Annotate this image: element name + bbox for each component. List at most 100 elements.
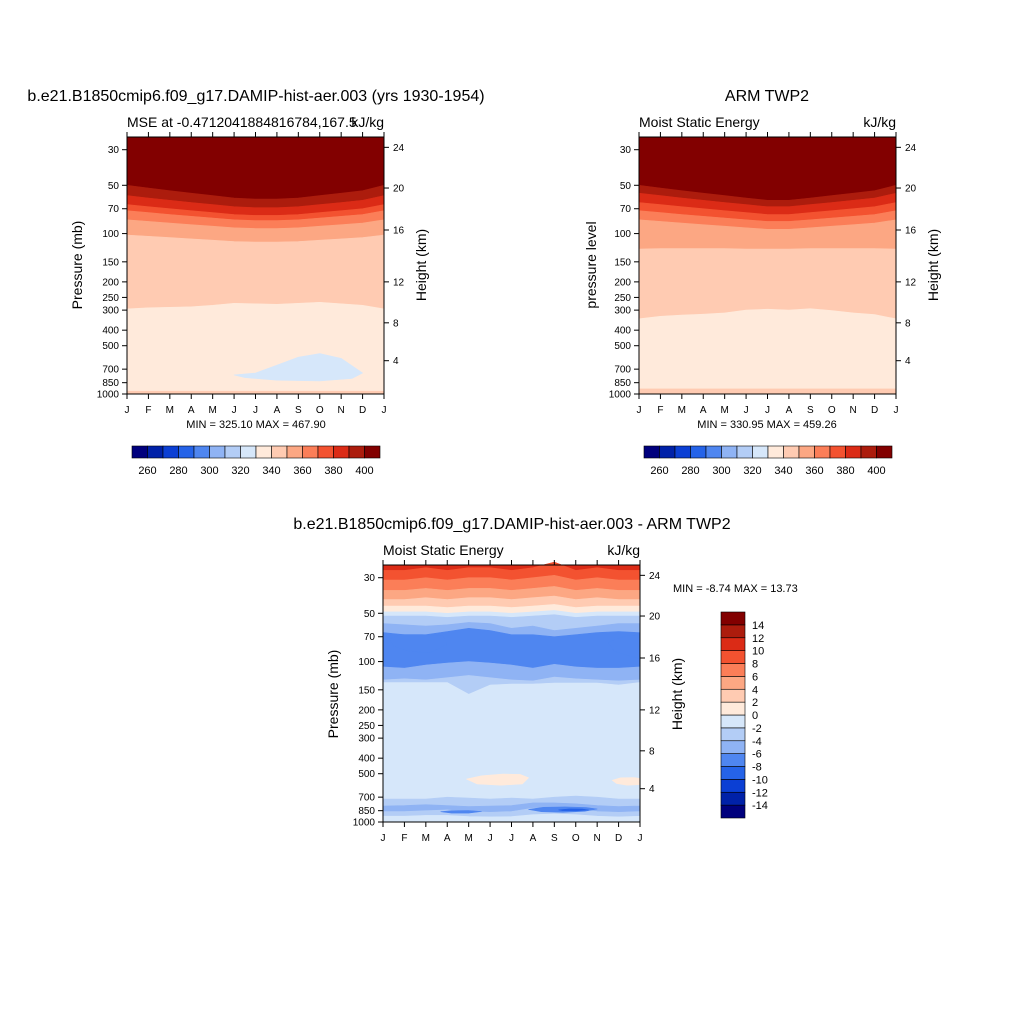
x-tick-label: N	[594, 833, 601, 844]
colorbar-swatch	[876, 445, 893, 459]
colorbar-label: 300	[712, 465, 730, 477]
x-tick-label: A	[700, 405, 707, 416]
panel-diff-field	[382, 561, 641, 823]
colorbar-swatch	[845, 445, 862, 459]
y-tick-label: 200	[614, 277, 631, 288]
y-right-tick-label: 12	[649, 705, 661, 716]
colorbar-swatch	[720, 701, 746, 716]
x-tick-label: J	[744, 405, 749, 416]
contour-band	[638, 388, 897, 395]
y-tick-label: 30	[620, 145, 632, 156]
colorbar-swatch	[178, 445, 195, 459]
y-tick-label: 50	[108, 181, 120, 192]
colorbar-label: 300	[200, 465, 218, 477]
x-tick-label: D	[359, 405, 366, 416]
colorbar-label: 380	[324, 465, 342, 477]
colorbar-swatch	[720, 804, 746, 819]
x-tick-label: J	[125, 405, 130, 416]
colorbar-swatch	[286, 445, 303, 459]
y-right-tick-label: 12	[393, 277, 405, 288]
x-tick-label: F	[657, 405, 663, 416]
colorbar-swatch	[131, 445, 148, 459]
y-tick-label: 50	[364, 609, 376, 620]
panel-obs-subtitle-left: Moist Static Energy	[639, 114, 760, 130]
colorbar-swatch	[302, 445, 319, 459]
y-right-tick-label: 8	[393, 318, 399, 329]
panel-model-title: b.e21.B1850cmip6.f09_g17.DAMIP-hist-aer.…	[27, 88, 484, 105]
contour-region	[233, 353, 363, 382]
colorbar-swatch	[720, 650, 746, 664]
colorbar-label: 12	[752, 633, 764, 645]
x-tick-label: J	[253, 405, 258, 416]
x-tick-label: F	[401, 833, 407, 844]
y-right-tick-label: 24	[393, 143, 405, 154]
x-tick-label: J	[509, 833, 514, 844]
y-right-tick-label: 4	[649, 784, 655, 795]
colorbar-swatch	[690, 445, 707, 459]
colorbar-swatch	[317, 445, 334, 459]
colorbar-label: -12	[752, 787, 768, 799]
colorbar-swatch	[720, 624, 746, 639]
colorbar-swatch	[705, 445, 722, 459]
y-tick-label: 100	[614, 229, 631, 240]
y-tick-label: 300	[614, 306, 631, 317]
x-tick-label: O	[316, 405, 324, 416]
y-right-tick-label: 8	[905, 318, 911, 329]
y-tick-label: 250	[102, 293, 119, 304]
x-tick-label: O	[828, 405, 836, 416]
colorbar-swatch	[364, 445, 381, 459]
x-tick-label: J	[232, 405, 237, 416]
panel-model-ticks: J F M A M J J A S O N D J 30 50 70 100 150 200 250 300 400 500…	[97, 132, 405, 416]
y-right-tick-label: 20	[905, 184, 917, 195]
x-tick-label: S	[295, 405, 302, 416]
colorbar-swatch	[271, 445, 288, 459]
panel-diff-ylabel-right: Height (km)	[669, 658, 685, 730]
x-tick-label: M	[208, 405, 216, 416]
x-tick-label: D	[871, 405, 878, 416]
panel-model-subtitle-left: MSE at -0.4712041884816784,167.5	[127, 114, 357, 130]
colorbar-swatch	[720, 740, 746, 754]
y-right-tick-label: 8	[649, 746, 655, 757]
contour-region	[440, 810, 482, 814]
colorbar-label: 10	[752, 646, 764, 658]
y-tick-label: 850	[614, 378, 631, 389]
panel-obs-ylabel-right: Height (km)	[925, 229, 941, 301]
y-right-tick-label: 16	[393, 226, 405, 237]
x-tick-label: J	[488, 833, 493, 844]
y-right-tick-label: 24	[905, 143, 917, 154]
colorbar-label: 400	[867, 465, 885, 477]
contour-band	[126, 136, 385, 200]
colorbar-swatch	[643, 445, 660, 459]
contour-region	[389, 634, 448, 653]
y-tick-label: 50	[620, 181, 632, 192]
y-tick-label: 150	[102, 257, 119, 268]
colorbar-swatch	[720, 791, 746, 806]
panel-diff-subtitle-right: kJ/kg	[607, 542, 640, 558]
colorbar-swatch	[659, 445, 676, 459]
y-tick-label: 500	[614, 341, 631, 352]
colorbar-label: -6	[752, 749, 762, 761]
panel-diff-title: b.e21.B1850cmip6.f09_g17.DAMIP-hist-aer.…	[293, 516, 730, 533]
contour-region	[558, 808, 589, 812]
y-tick-label: 250	[358, 721, 375, 732]
x-tick-label: F	[145, 405, 151, 416]
colorbar-label: 380	[836, 465, 854, 477]
panel-model-colorbar: 260 280 300 320 340 360 380 400	[131, 445, 381, 477]
colorbar-swatch	[783, 445, 800, 459]
panel-obs-stats: MIN = 330.95 MAX = 459.26	[697, 419, 836, 431]
panel-obs-ticks: J F M A M J J A S O N D J 30 50 70 100 150 200 250 300 400 500…	[609, 132, 917, 416]
y-tick-label: 100	[358, 657, 375, 668]
y-right-tick-label: 20	[649, 612, 661, 623]
x-tick-label: S	[807, 405, 814, 416]
y-tick-label: 30	[364, 573, 376, 584]
contour-band	[638, 308, 897, 390]
panel-model-field	[126, 136, 385, 395]
colorbar-swatch	[752, 445, 769, 459]
y-tick-label: 70	[620, 204, 632, 215]
panel-obs-ylabel: pressure level	[583, 221, 599, 308]
y-tick-label: 500	[358, 769, 375, 780]
x-tick-label: S	[551, 833, 558, 844]
colorbar-swatch	[193, 445, 210, 459]
colorbar-label: 340	[262, 465, 280, 477]
